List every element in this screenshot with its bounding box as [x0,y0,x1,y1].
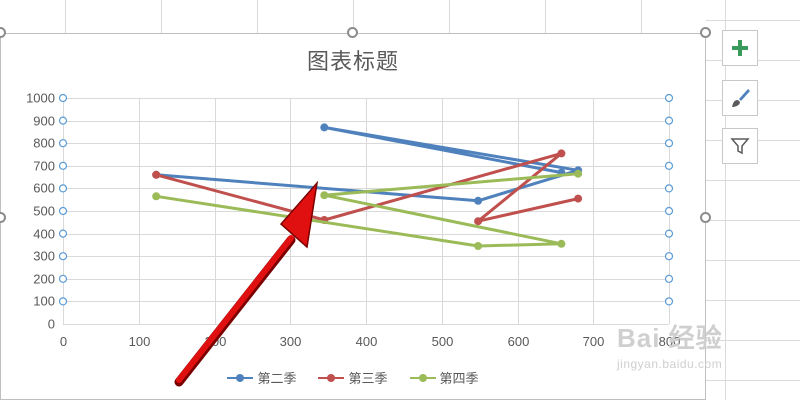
y-tick-label: 800 [33,136,55,151]
data-point-series2[interactable] [152,170,161,179]
y-axis: 0 100 200 300 400 500 600 700 800 900 1000 [26,91,55,332]
right-handle-point[interactable] [664,116,674,125]
left-handle-point[interactable] [58,297,68,306]
y-tick-label: 900 [33,114,55,129]
x-tick-label: 500 [432,334,454,349]
y-tick-label: 500 [33,204,55,219]
legend-label-series2: 第三季 [348,371,388,386]
data-point-series2[interactable] [557,149,566,158]
left-handle-point[interactable] [58,274,68,283]
plus-icon [732,40,748,56]
resize-handle-top-left[interactable] [0,27,6,38]
legend-label-series1: 第二季 [257,371,297,386]
x-tick-label: 700 [583,334,605,349]
resize-handle-top-right[interactable] [700,27,711,38]
data-point-series3[interactable] [474,242,483,250]
legend-item-series2[interactable]: 第三季 [318,368,388,387]
right-handle-point[interactable] [664,252,674,261]
arrow-head [279,180,319,249]
watermark-main-text: Bai 经验 [617,323,723,353]
legend-item-series3[interactable]: 第四季 [409,368,479,387]
right-handle-point[interactable] [664,206,674,216]
left-handle-point[interactable] [58,229,68,238]
arrow-shaft-highlight [176,235,294,383]
data-point-series3[interactable] [320,191,329,200]
left-handle-point[interactable] [58,252,68,261]
right-handle-point[interactable] [664,297,674,306]
series-layer [152,123,583,250]
resize-handle-middle-left[interactable] [0,212,6,223]
right-handle-point[interactable] [664,274,674,283]
resize-handle-top-middle[interactable] [347,27,358,38]
data-point-series2[interactable] [574,194,583,203]
chart-elements-button[interactable] [722,30,758,66]
x-axis: 0 100 200 300 400 500 600 700 800 [60,334,680,349]
chart-area[interactable]: 0 100 200 300 400 500 600 700 800 900 1000 0 100 200… [0,33,706,400]
x-tick-label: 100 [129,334,151,349]
series-line-3[interactable] [155,172,579,248]
right-handle-point[interactable] [664,93,674,103]
left-handle-point[interactable] [58,116,68,125]
right-handle-point[interactable] [664,184,674,193]
y-tick-label: 600 [33,181,55,196]
x-tick-label: 800 [659,334,681,349]
watermark-url-text: jingyan.baidu.com [617,357,723,371]
data-point-series1[interactable] [320,123,329,132]
y-tick-label: 400 [33,227,55,242]
right-handle-point[interactable] [664,161,674,170]
resize-handle-middle-right[interactable] [700,212,711,223]
chart-styles-button[interactable] [722,80,758,116]
left-handle-point[interactable] [58,184,68,193]
data-point-series1[interactable] [474,196,483,205]
legend-label-series3: 第四季 [439,371,479,386]
chart-filters-button[interactable] [722,128,758,164]
x-tick-label: 400 [356,334,378,349]
baidu-watermark: Bai 经验 jingyan.baidu.com [617,318,797,384]
chart-title[interactable]: 图表标题 [306,49,399,74]
data-point-series2[interactable] [474,217,483,226]
y-tick-label: 0 [48,317,55,332]
x-tick-label: 600 [508,334,530,349]
right-handle-point[interactable] [664,139,674,148]
y-tick-label: 200 [33,272,55,287]
x-tick-label: 300 [280,334,302,349]
paintbrush-icon [732,89,750,107]
legend-swatch-series2 [318,373,345,382]
left-handle-point[interactable] [58,161,68,170]
left-handle-point[interactable] [58,206,68,216]
data-point-series3[interactable] [152,192,161,201]
y-tick-label: 300 [33,249,55,264]
y-tick-label: 1000 [26,91,55,106]
left-handle-point[interactable] [58,93,68,103]
plot-gridlines [63,98,670,325]
data-point-series3[interactable] [574,169,583,178]
chart-legend[interactable]: 第二季 第三季 第四季 [0,368,706,387]
x-tick-label: 0 [60,334,67,349]
y-tick-label: 100 [33,294,55,309]
left-handle-point[interactable] [58,139,68,148]
legend-swatch-series3 [409,373,436,382]
legend-item-series1[interactable]: 第二季 [227,368,296,387]
funnel-icon [730,138,750,155]
right-handle-point[interactable] [664,229,674,238]
error-bar-handles[interactable] [58,93,674,306]
y-tick-label: 700 [33,159,55,174]
legend-swatch-series1 [227,373,254,382]
data-point-series3[interactable] [557,239,566,248]
red-arrow-annotation [174,180,319,387]
